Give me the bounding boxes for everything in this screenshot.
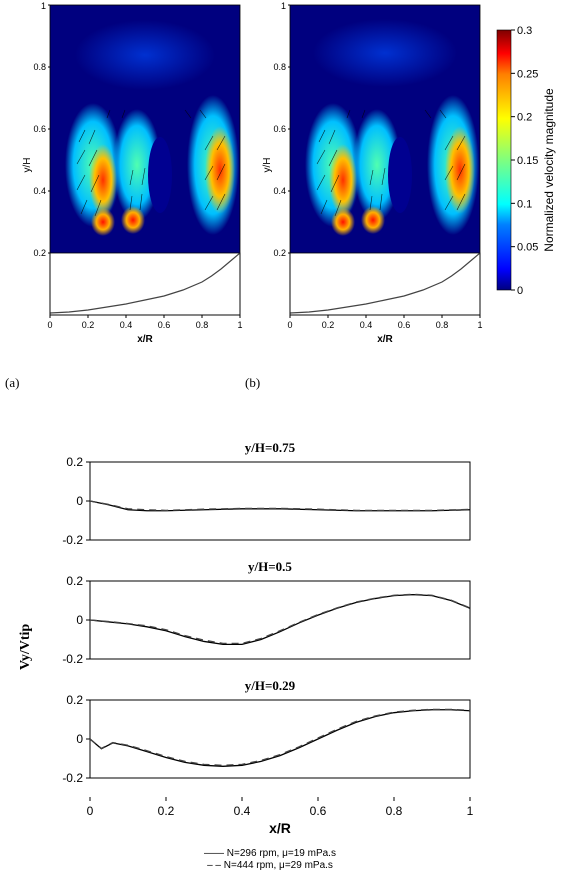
svg-text:0.6: 0.6 [158, 320, 171, 330]
svg-text:0.2: 0.2 [158, 804, 175, 818]
xlabel-b: x/R [377, 334, 393, 345]
svg-text:0.4: 0.4 [234, 804, 251, 818]
heatmap-svg-a: 0.2 0.4 0.6 0.8 1 y/H 0 0.2 0.4 0.6 0.8 … [15, 0, 250, 380]
svg-text:0.2: 0.2 [66, 456, 83, 469]
svg-text:1: 1 [281, 1, 286, 11]
svg-text:0.2: 0.2 [33, 248, 46, 258]
heatmap-panel-b: 0.2 0.4 0.6 0.8 1 y/H 0 0.2 0.4 0.6 0.8 … [255, 0, 490, 380]
svg-text:0: 0 [76, 613, 83, 627]
svg-text:0.3: 0.3 [517, 25, 532, 37]
svg-text:0.8: 0.8 [386, 804, 403, 818]
svg-text:0.8: 0.8 [436, 320, 449, 330]
svg-text:x/R: x/R [269, 820, 291, 836]
ylabel-b: y/H [262, 158, 273, 173]
line-chart-title: y/H=0.75 [40, 440, 500, 456]
svg-text:0.2: 0.2 [82, 320, 95, 330]
linecharts-block: Vy/Vtip y/H=0.75-0.200.2y/H=0.5-0.200.2y… [0, 440, 563, 872]
svg-text:0.2: 0.2 [322, 320, 335, 330]
svg-text:0: 0 [517, 285, 523, 297]
svg-text:0.2: 0.2 [273, 248, 286, 258]
svg-text:0.6: 0.6 [273, 124, 286, 134]
svg-text:0.6: 0.6 [398, 320, 411, 330]
svg-text:0: 0 [47, 320, 52, 330]
line-chart-title: y/H=0.5 [40, 559, 500, 575]
svg-text:0: 0 [76, 732, 83, 746]
heatmap-panel-a: 0.2 0.4 0.6 0.8 1 y/H 0 0.2 0.4 0.6 0.8 … [15, 0, 250, 380]
svg-text:0.25: 0.25 [517, 68, 538, 80]
svg-text:0.8: 0.8 [33, 62, 46, 72]
line-chart-2: y/H=0.29 -0.2 0 0.2 [40, 678, 500, 789]
svg-text:0: 0 [287, 320, 292, 330]
figure-container: 0.2 0.4 0.6 0.8 1 y/H 0 0.2 0.4 0.6 0.8 … [0, 0, 563, 872]
svg-text:0.4: 0.4 [273, 186, 286, 196]
line-chart-1: y/H=0.5 -0.2 0 0.2 [40, 559, 500, 670]
svg-text:0: 0 [76, 494, 83, 508]
svg-text:0.4: 0.4 [33, 186, 46, 196]
svg-text:-0.2: -0.2 [62, 533, 83, 546]
svg-text:0.8: 0.8 [273, 62, 286, 72]
linecharts-ylabel: Vy/Vtip [18, 624, 34, 670]
svg-text:0.8: 0.8 [196, 320, 209, 330]
svg-text:0.4: 0.4 [360, 320, 373, 330]
heatmap-row: 0.2 0.4 0.6 0.8 1 y/H 0 0.2 0.4 0.6 0.8 … [0, 0, 563, 410]
svg-text:0.05: 0.05 [517, 242, 538, 254]
xlabel-a: x/R [137, 334, 153, 345]
panel-b-label: (b) [245, 375, 260, 391]
svg-text:-0.2: -0.2 [62, 652, 83, 665]
svg-text:0.2: 0.2 [66, 694, 83, 707]
svg-text:0: 0 [87, 804, 94, 818]
svg-text:0.15: 0.15 [517, 155, 538, 167]
svg-text:0.6: 0.6 [310, 804, 327, 818]
svg-text:0.1: 0.1 [517, 198, 532, 210]
panel-a-label: (a) [5, 375, 19, 391]
svg-text:1: 1 [41, 1, 46, 11]
colorbar: 0 0.05 0.1 0.15 0.2 0.25 0.3 Normalized veloci… [495, 20, 560, 325]
line-chart-title: y/H=0.29 [40, 678, 500, 694]
svg-text:1: 1 [467, 804, 474, 818]
heatmap-svg-b: 0.2 0.4 0.6 0.8 1 y/H 0 0.2 0.4 0.6 0.8 … [255, 0, 490, 380]
ylabel-a: y/H [22, 158, 33, 173]
colorbar-label: Normalized velocity magnitude [542, 88, 556, 252]
svg-text:1: 1 [237, 320, 242, 330]
svg-text:0.2: 0.2 [66, 575, 83, 588]
svg-text:0.2: 0.2 [517, 112, 532, 124]
legend: —— N=296 rpm, μ=19 mPa.s– – N=444 rpm, μ… [40, 848, 500, 872]
svg-text:0.4: 0.4 [120, 320, 133, 330]
svg-text:-0.2: -0.2 [62, 771, 83, 784]
svg-text:1: 1 [477, 320, 482, 330]
svg-text:0.6: 0.6 [33, 124, 46, 134]
line-chart-0: y/H=0.75 -0.2 0 0.2 [40, 440, 500, 551]
